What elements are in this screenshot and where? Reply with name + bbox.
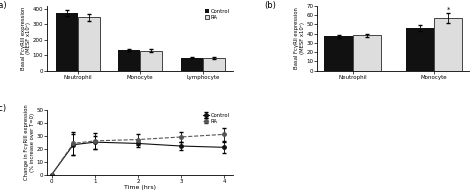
Bar [434,18,462,71]
Y-axis label: Basal FcγRIII expression
(MESF x10³): Basal FcγRIII expression (MESF x10³) [20,7,31,70]
Text: (a): (a) [0,1,7,10]
Bar [56,13,78,71]
Bar [203,58,225,71]
Bar [324,36,353,71]
Text: *: * [447,6,450,12]
Bar [78,17,100,71]
Bar [140,51,162,71]
Bar [353,36,381,71]
Bar [118,50,140,71]
Legend: Control, RA: Control, RA [204,9,230,20]
Bar [406,28,434,71]
Legend: Control, RA: Control, RA [202,112,230,124]
Text: (c): (c) [0,105,7,113]
Y-axis label: Basal FcγRII expression
(MESF x10³): Basal FcγRII expression (MESF x10³) [294,7,305,69]
X-axis label: Time (hrs): Time (hrs) [124,185,156,190]
Bar [181,58,203,71]
Text: (b): (b) [264,1,276,10]
Y-axis label: Change in FcγRIII expression
(% increase over T=0): Change in FcγRIII expression (% increase… [24,104,35,180]
